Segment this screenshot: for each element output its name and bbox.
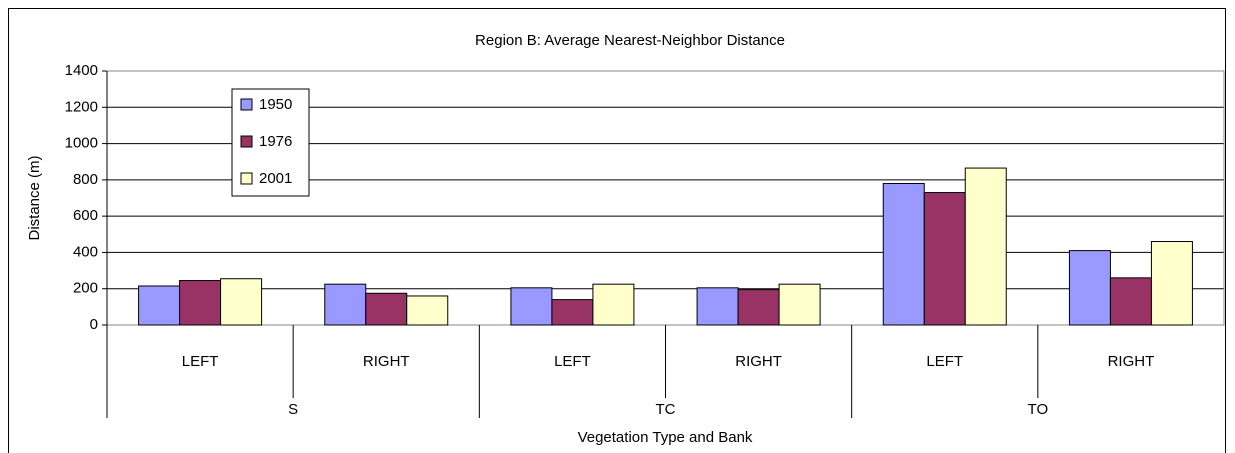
y-tick-label: 800 [73, 171, 98, 188]
bar [964, 167, 1007, 326]
y-axis-title: Distance (m) [26, 155, 43, 240]
bar [923, 192, 966, 326]
x-group-label: S [288, 401, 298, 418]
bar [406, 295, 449, 326]
bar [324, 283, 367, 326]
bar [138, 285, 181, 326]
bar [220, 278, 263, 326]
bar [179, 280, 222, 326]
x-tick-label: RIGHT [363, 353, 410, 370]
x-group-label: TO [1028, 401, 1049, 418]
chart-border [8, 8, 1226, 453]
legend-label: 1950 [259, 96, 292, 113]
bar [696, 287, 739, 326]
x-tick-label: LEFT [554, 353, 591, 370]
bar [1109, 277, 1152, 326]
legend-swatch [240, 98, 253, 111]
bar [592, 283, 635, 326]
y-tick-label: 1200 [65, 98, 98, 115]
y-tick-label: 600 [73, 207, 98, 224]
bar [1150, 241, 1193, 326]
y-tick-label: 1000 [65, 135, 98, 152]
bar [1068, 250, 1111, 326]
x-tick-label: LEFT [926, 353, 963, 370]
legend-swatch [240, 135, 253, 148]
y-tick-label: 1400 [65, 62, 98, 79]
x-tick-label: RIGHT [735, 353, 782, 370]
bar [551, 299, 594, 326]
x-axis-title: Vegetation Type and Bank [578, 429, 753, 446]
bar [365, 292, 408, 326]
bar [510, 287, 553, 326]
bar [778, 283, 821, 326]
legend-label: 2001 [259, 170, 292, 187]
x-tick-label: LEFT [182, 353, 219, 370]
x-group-label: TC [656, 401, 676, 418]
legend-swatch [240, 172, 253, 185]
y-tick-label: 200 [73, 280, 98, 297]
x-tick-label: RIGHT [1108, 353, 1155, 370]
bar [882, 182, 925, 326]
legend-label: 1976 [259, 133, 292, 150]
bar [737, 289, 780, 326]
chart-title: Region B: Average Nearest-Neighbor Dista… [475, 32, 785, 49]
y-tick-label: 0 [90, 316, 98, 333]
y-tick-label: 400 [73, 243, 98, 260]
